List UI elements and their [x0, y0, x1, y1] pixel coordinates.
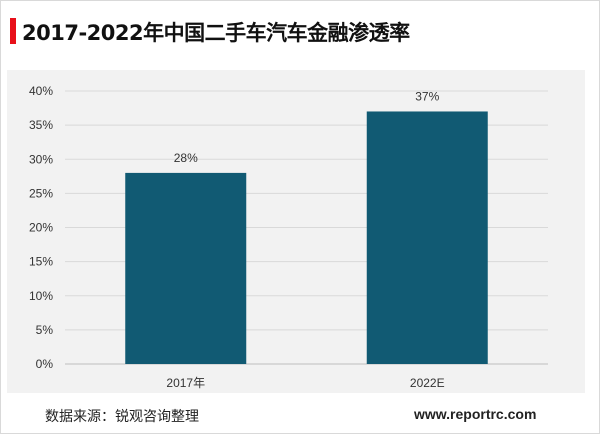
y-tick-label: 15%	[29, 255, 53, 269]
title-accent-bar	[10, 18, 16, 44]
bars	[125, 111, 488, 364]
x-category-label: 2022E	[410, 376, 445, 390]
bar	[366, 111, 488, 364]
y-tick-label: 25%	[29, 186, 53, 200]
y-tick-label: 30%	[29, 152, 53, 166]
data-source-note: 数据来源：锐观咨询整理	[45, 409, 199, 425]
bar	[125, 172, 247, 364]
labels: 0% 5% 10% 15% 20% 25% 30% 35% 40% 28% 2017年 37% 2022…	[29, 84, 445, 390]
y-tick-label: 40%	[29, 84, 53, 98]
x-category-label: 2017年	[166, 376, 205, 390]
chart-title: 2017-2022年中国二手车汽车金融渗透率	[22, 21, 410, 45]
website-link[interactable]: www.reportrc.com	[414, 406, 537, 422]
bar-value-label: 37%	[415, 89, 439, 103]
y-tick-label: 5%	[36, 323, 54, 337]
bar-value-label: 28%	[174, 151, 198, 165]
y-tick-label: 35%	[29, 118, 53, 132]
chart-panel	[7, 70, 585, 393]
y-tick-label: 20%	[29, 221, 53, 235]
y-tick-label: 10%	[29, 289, 53, 303]
y-tick-label: 0%	[36, 357, 54, 371]
